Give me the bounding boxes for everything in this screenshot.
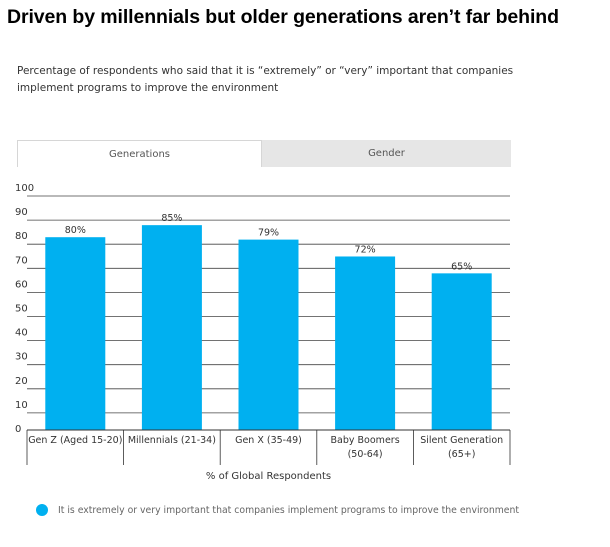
tab-generations[interactable]: Generations: [17, 140, 262, 167]
y-tick-label: 20: [15, 376, 28, 387]
x-tick-label: (50-64): [348, 449, 383, 460]
tab-bar: Generations Gender: [17, 140, 511, 167]
legend-label: It is extremely or very important that c…: [58, 504, 520, 516]
bar-chart: 0 10 20 30 40 50 60 70 80 90 100 80% 85% 79% 72% 65% Gen…: [15, 183, 511, 482]
x-axis-title: % of Global Respondents: [206, 471, 331, 482]
bar: [431, 273, 492, 430]
bar: [335, 256, 396, 430]
x-tick-label: Millennials (21-34): [128, 435, 216, 446]
y-tick-label: 40: [15, 328, 28, 339]
tab-gender[interactable]: Gender: [262, 140, 511, 167]
y-tick-label: 60: [15, 279, 28, 290]
x-tick-label: Baby Boomers: [331, 435, 400, 446]
data-label: 79%: [258, 228, 279, 239]
bar: [238, 239, 299, 430]
x-tick-label: Gen Z (Aged 15-20): [28, 435, 122, 446]
data-label: 80%: [65, 225, 86, 236]
page-title: Driven by millennials but older generati…: [7, 6, 559, 28]
y-tick-label: 100: [15, 183, 34, 194]
chart-legend: It is extremely or very important that c…: [36, 504, 519, 516]
y-tick-label: 0: [15, 424, 21, 435]
chart-subtitle: Percentage of respondents who said that …: [17, 65, 514, 94]
data-label: 72%: [355, 244, 376, 255]
y-tick-label: 10: [15, 400, 28, 411]
data-label: 85%: [161, 213, 182, 224]
y-tick-label: 80: [15, 231, 28, 242]
x-tick-label: Silent Generation: [420, 435, 503, 446]
y-tick-label: 70: [15, 255, 28, 266]
bar: [45, 237, 106, 430]
legend-swatch: [36, 504, 48, 516]
bar: [141, 225, 202, 430]
y-tick-label: 30: [15, 352, 28, 363]
y-tick-label: 90: [15, 207, 28, 218]
y-tick-label: 50: [15, 304, 28, 315]
x-tick-label: (65+): [448, 449, 475, 460]
x-tick-label: Gen X (35-49): [235, 435, 302, 446]
data-label: 65%: [451, 261, 472, 272]
